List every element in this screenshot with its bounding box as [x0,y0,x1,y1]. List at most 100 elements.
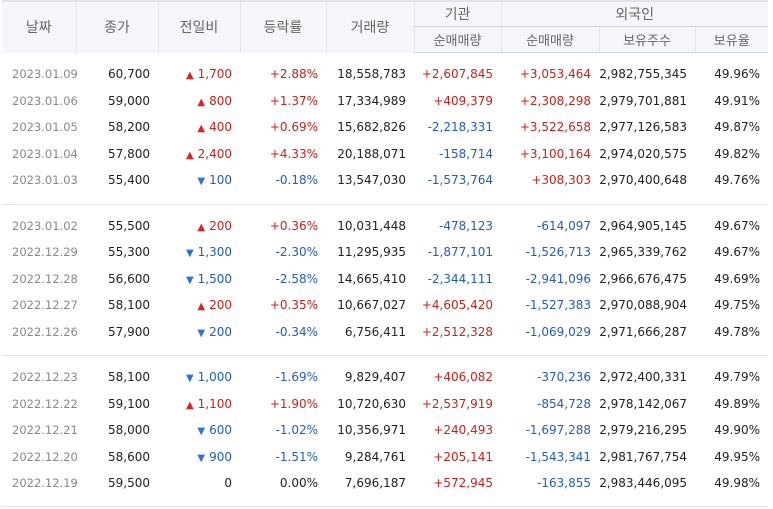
cell-foreign-holdings: 2,970,088,904 [599,298,687,313]
cell-change: ▼ 1,000 [158,364,240,391]
cell-volume: 15,682,826 [337,120,406,135]
cell-date: 2022.12.27 [12,298,78,313]
cell-foreign-net: -2,941,096 [525,271,591,286]
cell-foreign-net: -370,236 [537,370,591,385]
change-value: 2,400 [197,146,232,161]
change-value: 1,500 [197,271,232,286]
cell-foreign-holdings: 2,965,339,762 [599,245,687,260]
cell-foreign-net: -1,697,288 [525,423,591,438]
cell-inst-net: -1,877,101 [427,245,493,260]
table-row: 2022.12.29 55,300 ▼ 1,300 -2.30% 11,295,935 -1… [2,239,768,266]
header-foreign-ratio: 보유율 [694,26,768,53]
down-triangle-icon: ▼ [197,426,206,438]
cell-rate: -0.34% [275,324,318,339]
group-spacer [2,204,768,213]
up-triangle-icon: ▲ [185,149,194,161]
cell-change: ▼ 1,300 [158,239,240,266]
cell-rate: +0.69% [269,120,318,135]
table-row: 2022.12.22 59,100 ▲ 1,100 +1.90% 10,720,630 +2… [2,391,768,418]
cell-inst-net: -158,714 [439,146,493,161]
down-triangle-icon: ▼ [197,176,206,188]
cell-foreign-holdings: 2,981,767,754 [599,449,687,464]
cell-foreign-ratio: 49.90% [714,423,760,438]
cell-rate: -1.69% [275,370,318,385]
down-triangle-icon: ▼ [185,373,194,385]
spacer-cell [2,53,768,62]
change-value: 200 [209,324,232,339]
table-row: 2022.12.28 56,600 ▼ 1,500 -2.58% 14,665,410 -2… [2,266,768,293]
header-foreign: 외국인 [500,0,768,27]
cell-inst-net: +409,379 [433,93,493,108]
cell-foreign-net: -1,543,341 [525,449,591,464]
header-close: 종가 [75,0,158,53]
cell-change: ▲ 200 [158,213,240,240]
cell-foreign-net: +308,303 [531,173,591,188]
cell-inst-net: +2,512,328 [421,324,493,339]
cell-date: 2023.01.06 [12,93,78,108]
header-inst-net: 순매매량 [413,26,501,53]
up-triangle-icon: ▲ [185,399,194,411]
cell-foreign-ratio: 49.67% [714,245,760,260]
header-change: 전일비 [157,0,240,53]
cell-change: ▲ 200 [158,292,240,319]
cell-change: ▼ 600 [158,417,240,444]
spacer-cell [2,204,768,213]
up-triangle-icon: ▲ [197,301,206,313]
cell-foreign-ratio: 49.91% [714,93,760,108]
group-divider [2,193,768,205]
cell-foreign-net: -1,526,713 [525,245,591,260]
header-foreign-holdings: 보유주수 [598,26,695,53]
cell-foreign-net: +3,053,464 [519,67,591,82]
cell-change: ▼ 100 [158,167,240,194]
down-triangle-icon: ▼ [185,274,194,286]
cell-rate: -2.30% [275,245,318,260]
cell-foreign-net: -854,728 [537,396,591,411]
cell-foreign-net: -614,097 [537,218,591,233]
cell-date: 2022.12.20 [12,449,78,464]
up-triangle-icon: ▲ [185,70,194,82]
cell-close: 58,000 [108,423,150,438]
group-spacer [2,356,768,365]
up-triangle-icon: ▲ [197,221,206,233]
cell-date: 2023.01.09 [12,67,78,82]
table-row: 2022.12.21 58,000 ▼ 600 -1.02% 10,356,971 +240… [2,417,768,444]
cell-foreign-ratio: 49.95% [714,449,760,464]
cell-foreign-holdings: 2,979,701,881 [599,93,687,108]
cell-change: ▲ 2,400 [158,141,240,168]
cell-close: 58,200 [108,120,150,135]
table-body: 2023.01.09 60,700 ▲ 1,700 +2.88% 18,558,783 +2… [2,53,768,497]
cell-date: 2023.01.03 [12,173,78,188]
cell-inst-net: -2,218,331 [427,120,493,135]
header-date: 날짜 [2,0,76,53]
cell-change: ▲ 800 [158,88,240,115]
cell-volume: 7,696,187 [344,476,406,491]
change-value: 1,700 [197,67,232,82]
cell-foreign-ratio: 49.79% [714,370,760,385]
cell-rate: -0.18% [275,173,318,188]
up-triangle-icon: ▲ [197,123,206,135]
divider-cell [2,345,768,356]
cell-change: ▼ 200 [158,319,240,346]
cell-date: 2022.12.26 [12,324,78,339]
cell-foreign-holdings: 2,966,676,475 [599,271,687,286]
cell-inst-net: -2,344,111 [427,271,493,286]
cell-rate: +1.37% [269,93,318,108]
cell-inst-net: +2,607,845 [421,67,493,82]
cell-volume: 20,188,071 [337,146,406,161]
header-institution: 기관 [413,0,501,27]
cell-foreign-ratio: 49.89% [714,396,760,411]
cell-foreign-holdings: 2,964,905,145 [599,218,687,233]
table-row: 2023.01.06 59,000 ▲ 800 +1.37% 17,334,989 +409… [2,88,768,115]
cell-close: 55,400 [108,173,150,188]
table-row: 2022.12.23 58,100 ▼ 1,000 -1.69% 9,829,407 +40… [2,364,768,391]
change-value: 0 [224,476,232,491]
cell-close: 58,100 [108,298,150,313]
cell-inst-net: +240,493 [433,423,493,438]
cell-foreign-net: -163,855 [537,476,591,491]
daily-trading-table: 날짜 종가 전일비 등락률 거래량 기관 외국인 순매매량 순매매량 보유주수 … [2,0,768,497]
cell-volume: 10,356,971 [337,423,406,438]
cell-foreign-holdings: 2,972,400,331 [599,370,687,385]
change-value: 1,300 [197,245,232,260]
header-foreign-net: 순매매량 [500,26,599,53]
header-volume: 거래량 [325,0,414,53]
